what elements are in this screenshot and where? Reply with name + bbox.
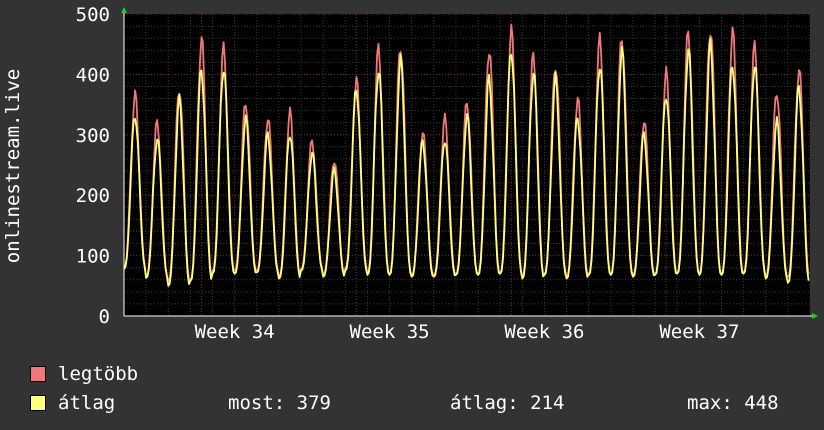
grid bbox=[123, 13, 811, 316]
y-tick-label: 100 bbox=[76, 246, 110, 268]
y-tick-label: 200 bbox=[76, 185, 110, 207]
plot-area bbox=[124, 14, 810, 316]
x-axis-arrow bbox=[812, 313, 818, 319]
y-axis-arrow bbox=[121, 7, 127, 13]
legend-label-max: legtöbb bbox=[58, 363, 139, 385]
axes: 0 100 200 300 400 500 Week 34 Week 35 Week 36 Wee… bbox=[76, 4, 818, 343]
y-tick-label: 0 bbox=[99, 306, 110, 328]
y-axis-label: onlinestream.live bbox=[2, 69, 24, 263]
series-line-avg bbox=[123, 37, 810, 287]
stat-max: max: 448 bbox=[687, 392, 779, 414]
legend-label-avg: átlag bbox=[58, 392, 116, 414]
y-tick-label: 300 bbox=[76, 125, 110, 147]
y-tick-label: 400 bbox=[76, 64, 110, 86]
series-layer bbox=[123, 23, 810, 287]
x-tick-label: Week 37 bbox=[659, 321, 739, 343]
legend-row-avg: átlag most: 379 átlag: 214 max: 448 bbox=[30, 392, 810, 414]
x-tick-label: Week 35 bbox=[350, 321, 430, 343]
legend-swatch-avg bbox=[30, 395, 46, 411]
stat-now: most: 379 bbox=[228, 392, 331, 414]
x-tick-label: Week 36 bbox=[504, 321, 584, 343]
y-tick-label: 500 bbox=[76, 4, 110, 26]
x-tick-label: Week 34 bbox=[195, 321, 275, 343]
stat-average: átlag: 214 bbox=[450, 392, 565, 414]
legend-swatch-max bbox=[30, 366, 46, 382]
